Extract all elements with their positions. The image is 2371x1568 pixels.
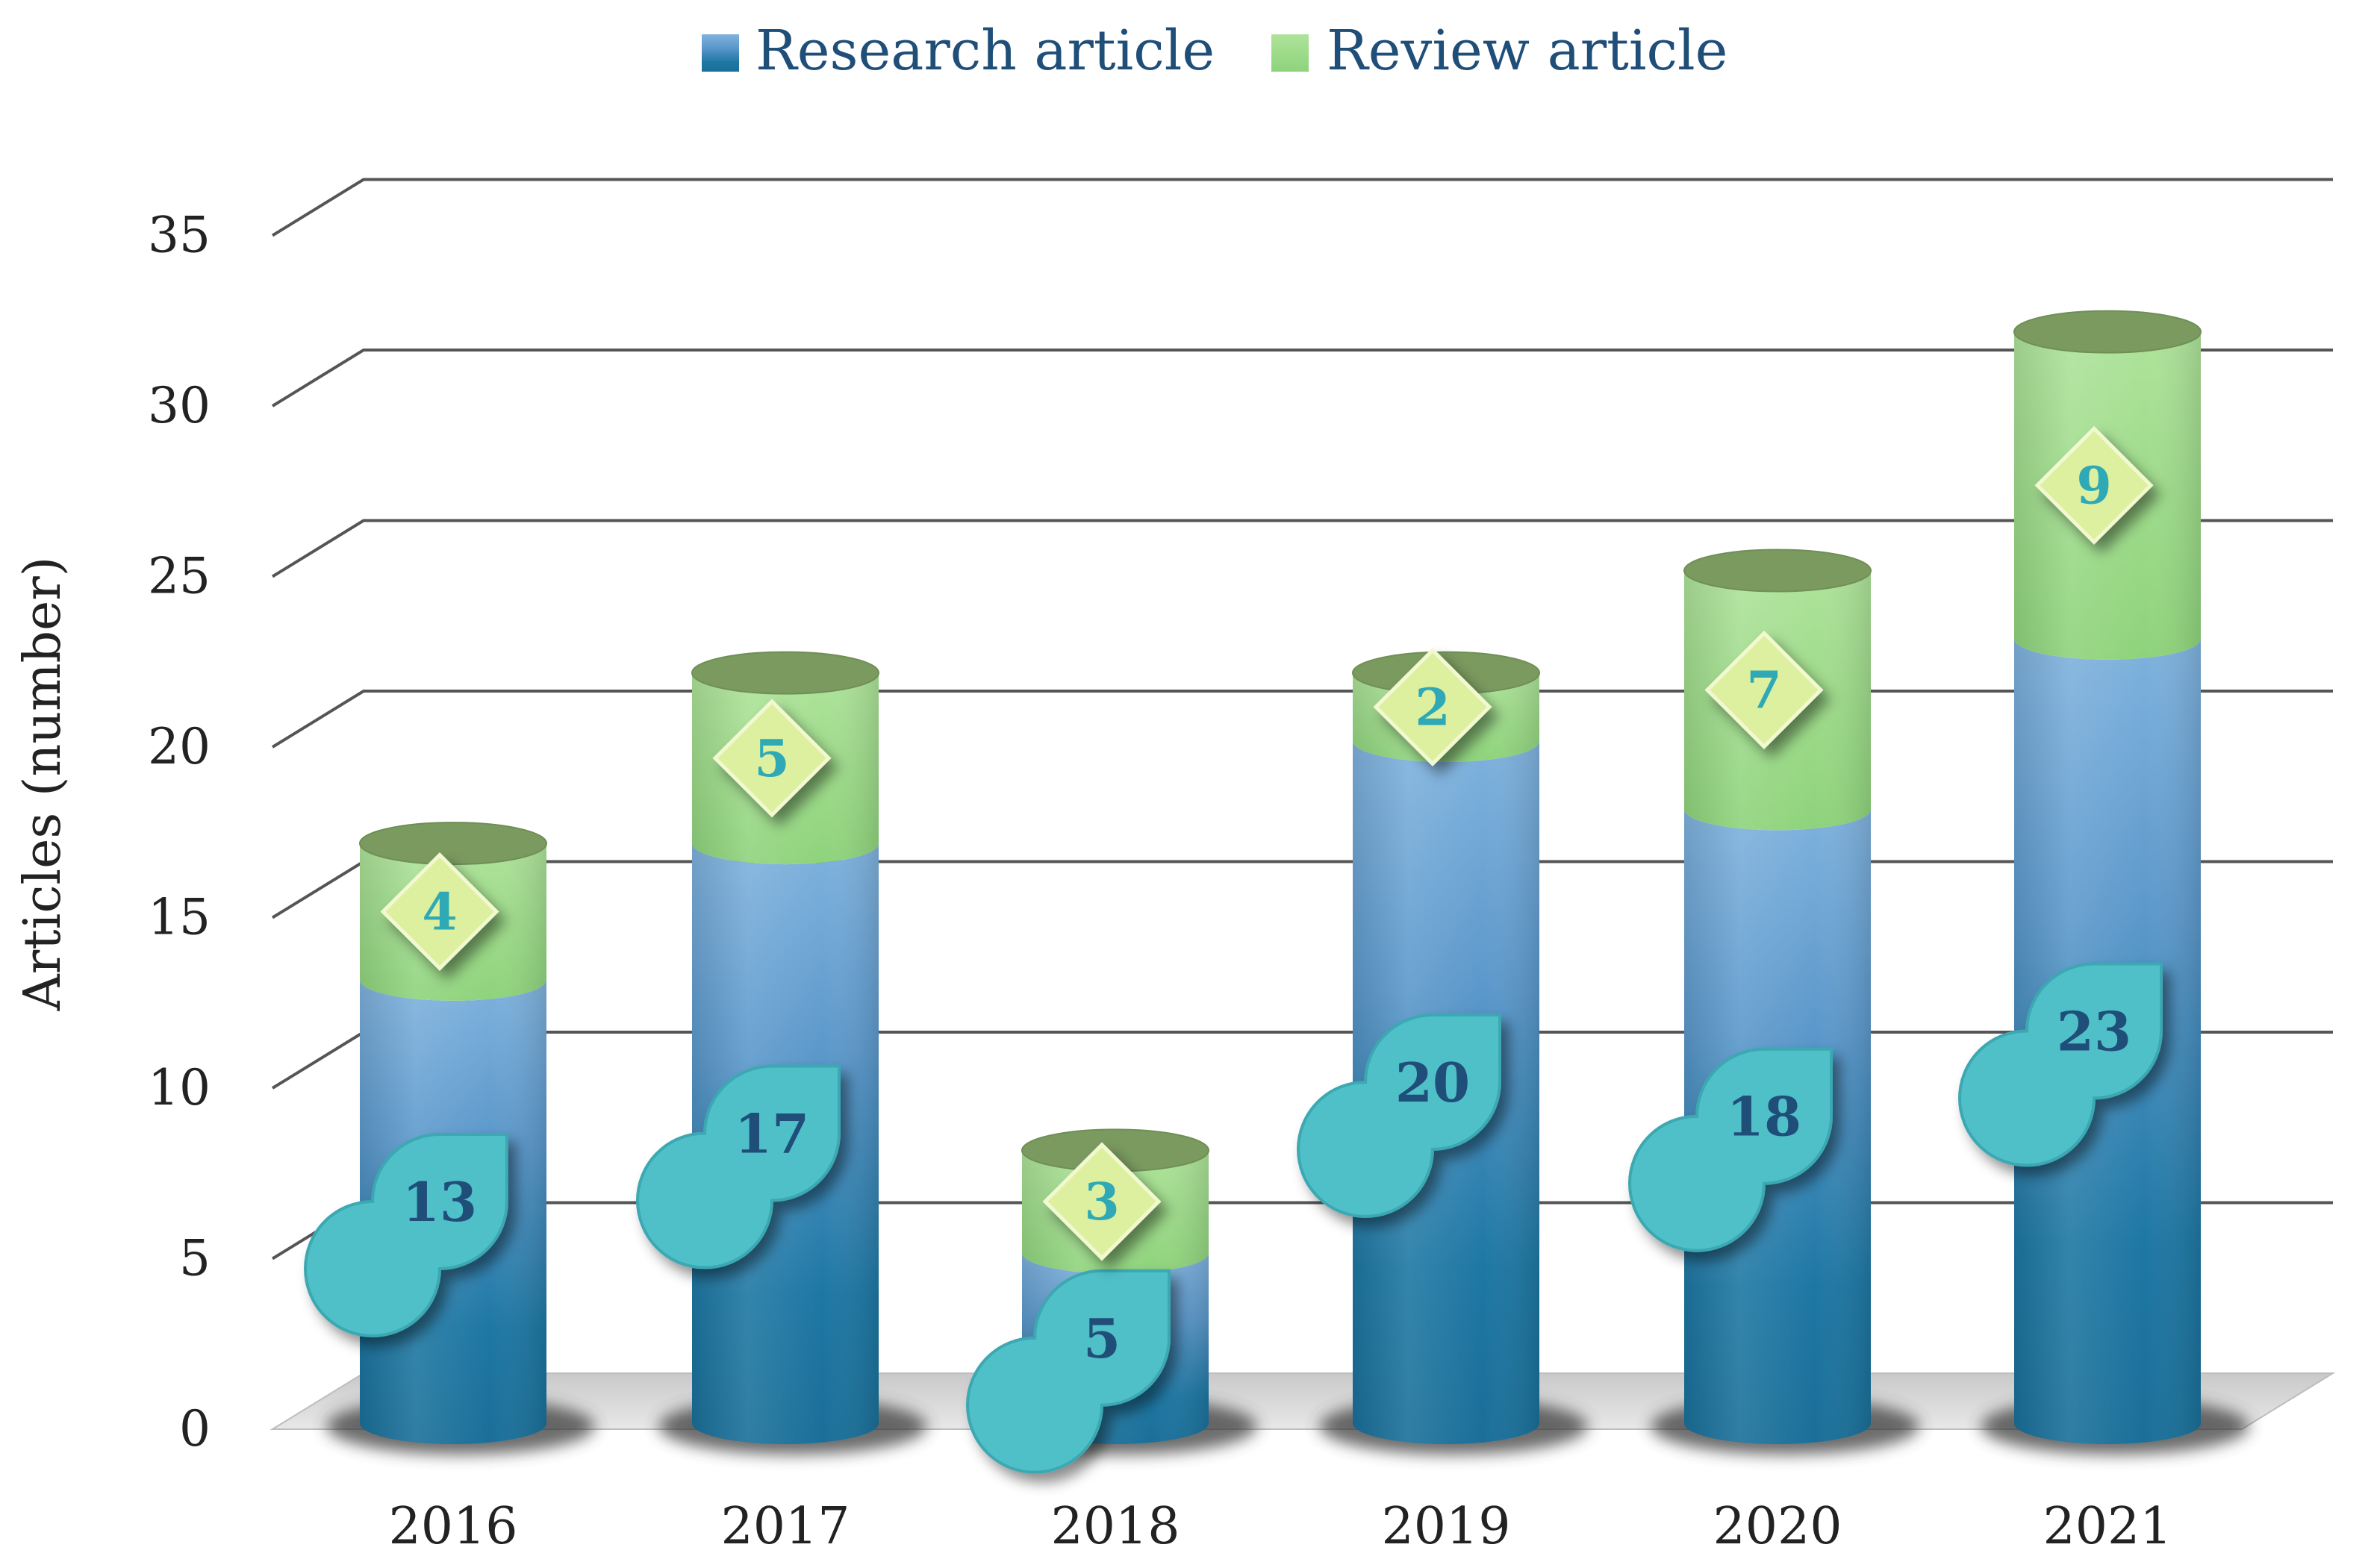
- x-tick-label: 2018: [1050, 1497, 1180, 1556]
- data-label-research-text: 23: [2057, 999, 2131, 1063]
- legend-swatch: [702, 34, 739, 72]
- data-labels: 13 4 17 5 5 3 20 2 18 7 23 9: [304, 425, 2163, 1474]
- data-label-review: [1373, 647, 1492, 766]
- data-label-review: [1042, 1142, 1162, 1261]
- data-label-review: [712, 699, 832, 818]
- x-tick-label: 2021: [2043, 1497, 2172, 1556]
- x-axis-ticks: 2016 2017 2018 2019 2020 2021: [388, 1497, 2172, 1556]
- y-tick-label: 20: [148, 718, 211, 775]
- y-tick-label: 5: [179, 1230, 211, 1287]
- data-label-review: [1704, 630, 1824, 749]
- data-label-research-bg: [1958, 962, 2163, 1167]
- data-label-research-bg: [304, 1132, 508, 1337]
- x-tick-label: 2019: [1381, 1497, 1510, 1556]
- legend-label: Review article: [1327, 19, 1727, 83]
- y-tick-label: 10: [148, 1059, 211, 1116]
- data-label-review-text: 9: [2076, 456, 2111, 516]
- data-label-review-bg: [1042, 1142, 1162, 1261]
- gridline: [271, 519, 2333, 578]
- legend-label: Research article: [755, 19, 1215, 83]
- data-label-research-text: 5: [1083, 1307, 1121, 1370]
- bar-top-cap-2017: [691, 651, 879, 695]
- data-label-review-bg: [2034, 425, 2154, 545]
- data-label-research: [304, 1132, 508, 1337]
- data-label-research-bg: [1297, 1013, 1501, 1218]
- y-tick-label: 0: [179, 1400, 211, 1458]
- data-label-review: [2034, 425, 2154, 545]
- data-label-research: [1297, 1013, 1501, 1218]
- data-label-review: [380, 852, 499, 972]
- bar-shading: [2014, 331, 2201, 1445]
- data-label-review-text: 4: [422, 883, 457, 943]
- y-axis-title: Articles (number): [13, 557, 72, 1012]
- data-label-research-text: 20: [1395, 1051, 1470, 1114]
- data-label-review-bg: [1373, 647, 1492, 766]
- data-label-research-bg: [1628, 1047, 1833, 1252]
- data-label-research-text: 18: [1727, 1085, 1801, 1149]
- data-label-research: [1958, 962, 2163, 1167]
- bar-top-cap-2016: [359, 822, 547, 866]
- data-label-research: [966, 1269, 1171, 1474]
- data-label-review-text: 2: [1415, 678, 1450, 737]
- data-label-research: [1628, 1047, 1833, 1252]
- data-label-research-bg: [636, 1064, 841, 1269]
- gridline: [271, 178, 2333, 237]
- y-tick-label: 15: [148, 889, 211, 946]
- y-axis-ticks: 0 5 10 15 20 25 30 35: [148, 207, 211, 1458]
- data-label-research: [636, 1064, 841, 1269]
- data-label-research-text: 13: [402, 1170, 477, 1234]
- bar-top-cap-2020: [1683, 549, 1872, 593]
- gridline: [271, 690, 2333, 749]
- legend: Research article Review article: [702, 19, 1727, 83]
- data-label-research-text: 17: [735, 1102, 809, 1166]
- data-label-review-bg: [712, 699, 832, 818]
- x-tick-label: 2016: [388, 1497, 517, 1556]
- data-label-review-text: 5: [754, 729, 789, 789]
- data-label-research-bg: [966, 1269, 1171, 1474]
- data-label-review-bg: [1704, 630, 1824, 749]
- x-tick-label: 2017: [720, 1497, 850, 1556]
- y-tick-label: 35: [148, 207, 211, 264]
- bars: [326, 310, 2249, 1455]
- x-tick-label: 2020: [1713, 1497, 1842, 1556]
- y-tick-label: 25: [148, 548, 211, 605]
- y-tick-label: 30: [148, 377, 211, 434]
- data-label-review-bg: [380, 852, 499, 972]
- bar-top-cap-2021: [2013, 310, 2202, 354]
- data-label-review-text: 3: [1084, 1172, 1119, 1232]
- legend-swatch: [1271, 34, 1309, 72]
- data-label-review-text: 7: [1746, 660, 1781, 720]
- gridline: [271, 349, 2333, 407]
